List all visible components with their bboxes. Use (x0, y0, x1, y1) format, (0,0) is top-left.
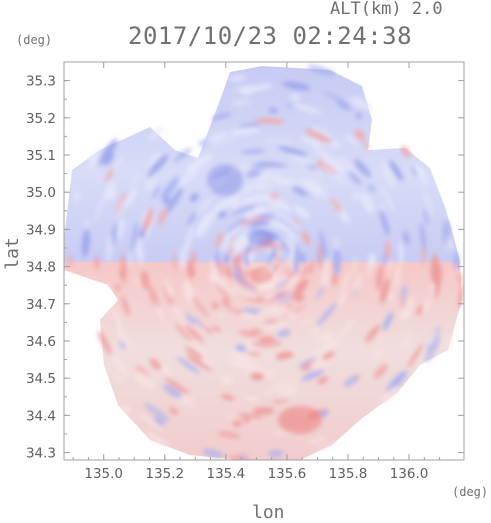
x-axis-unit: (deg) (452, 485, 489, 499)
plot-frame (63, 61, 465, 461)
y-tick-label: 35.2 (26, 111, 56, 127)
y-tick-label: 35.1 (26, 148, 56, 164)
altitude-label: ALT(km) 2.0 (330, 0, 443, 19)
strong-echo-se (278, 406, 322, 434)
y-tick-label: 34.6 (26, 334, 56, 350)
y-tick-label: 34.8 (26, 260, 56, 276)
y-tick-label: 35.0 (26, 185, 56, 201)
strong-echo-nw (207, 164, 243, 196)
x-axis-label: lon (252, 502, 285, 523)
plot-axes: 135.0 135.2 135.4 135.6 135.8 136.0 34.3 34.4 34… (26, 61, 465, 482)
strong-echo-center-south (252, 267, 272, 283)
x-tick-label: 135.0 (84, 466, 123, 482)
x-tick-label: 135.4 (207, 466, 246, 482)
x-tick-label: 135.2 (145, 466, 184, 482)
y-tick-label: 34.4 (26, 408, 56, 424)
radar-echo-field (64, 64, 464, 460)
x-tick-label: 136.0 (390, 466, 429, 482)
x-tick-label: 135.8 (329, 466, 368, 482)
y-tick-label: 34.3 (26, 446, 56, 462)
y-axis-unit: (deg) (16, 33, 53, 47)
chart-title: 2017/10/23 02:24:38 (128, 22, 413, 50)
y-tick-label: 34.7 (26, 297, 56, 313)
y-tick-label: 34.5 (26, 371, 56, 387)
y-tick-label: 35.3 (26, 74, 56, 90)
strong-echo-center (248, 230, 276, 246)
x-tick-label: 135.6 (268, 466, 307, 482)
y-tick-label: 34.9 (26, 222, 56, 238)
south-echo-region (64, 262, 462, 460)
echo-speckle (67, 64, 464, 460)
altitude-value: 2.0 (411, 0, 443, 19)
